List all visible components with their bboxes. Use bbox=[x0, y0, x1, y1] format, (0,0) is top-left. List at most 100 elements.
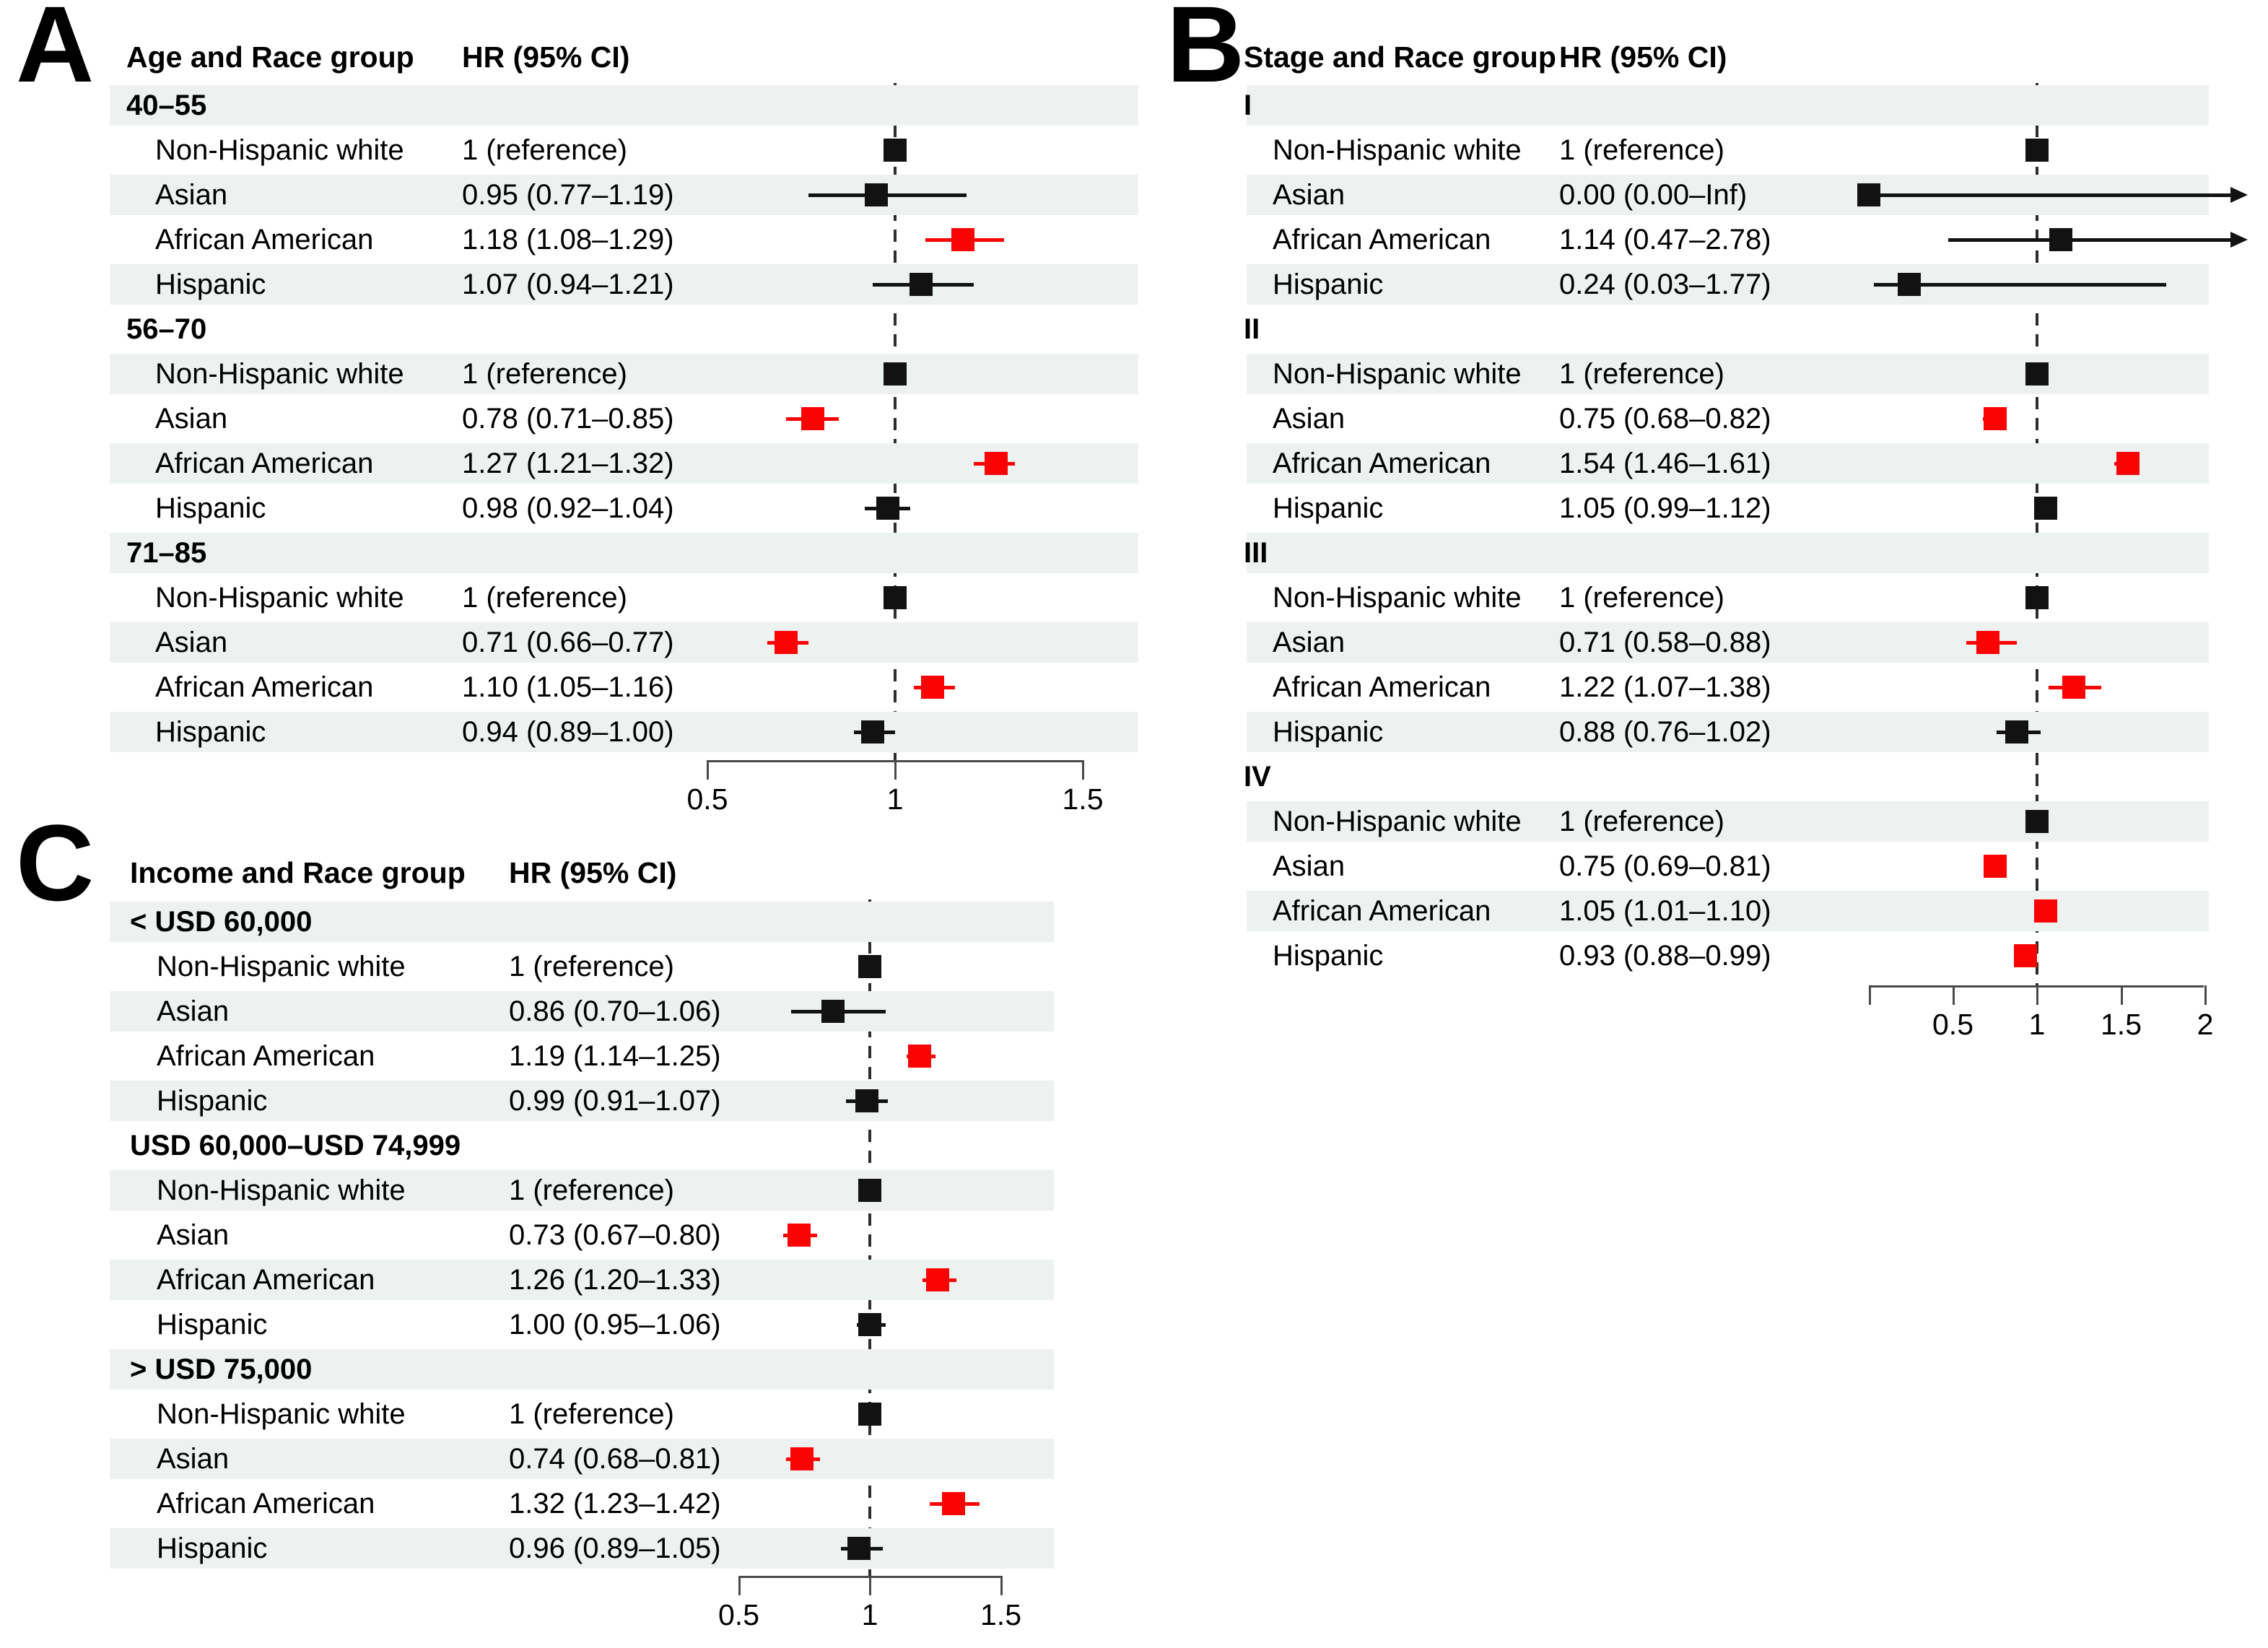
group-column-header-b: Stage and Race group bbox=[1244, 40, 1556, 74]
group-label: 71–85 bbox=[126, 537, 207, 569]
row-stripe bbox=[110, 902, 1054, 942]
reference-dashed-line bbox=[894, 83, 897, 760]
hr-column-header-a: HR (95% CI) bbox=[462, 40, 630, 74]
hr-value: 1.00 (0.95–1.06) bbox=[509, 1309, 721, 1340]
race-label: Non-Hispanic white bbox=[1273, 358, 1522, 390]
hr-value: 1 (reference) bbox=[462, 582, 627, 614]
hr-value: 1.07 (0.94–1.21) bbox=[462, 269, 674, 300]
hr-marker bbox=[821, 1000, 845, 1023]
hr-marker bbox=[858, 955, 881, 978]
group-label: IV bbox=[1244, 761, 1271, 793]
x-axis-tick bbox=[2120, 985, 2123, 1005]
hr-value: 1 (reference) bbox=[509, 951, 674, 982]
row-stripe bbox=[110, 354, 1138, 394]
group-label: I bbox=[1244, 90, 1252, 121]
hr-marker bbox=[1897, 273, 1921, 296]
hr-value: 0.99 (0.91–1.07) bbox=[509, 1085, 721, 1117]
hr-value: 1.54 (1.46–1.61) bbox=[1559, 448, 1771, 479]
arrow-right-icon bbox=[2230, 187, 2248, 203]
race-label: Non-Hispanic white bbox=[157, 1174, 406, 1206]
hr-value: 0.75 (0.68–0.82) bbox=[1559, 403, 1771, 435]
row-stripe bbox=[1247, 443, 2209, 484]
race-label: Asian bbox=[1273, 850, 1345, 882]
hr-value: 0.94 (0.89–1.00) bbox=[462, 716, 674, 748]
race-label: Hispanic bbox=[1273, 492, 1384, 524]
x-axis-tick bbox=[2036, 985, 2038, 1005]
hr-marker bbox=[2025, 586, 2049, 609]
x-axis-tick-label: 1 bbox=[861, 1598, 878, 1631]
hr-marker bbox=[858, 1313, 881, 1336]
x-axis-tick-label: 1.5 bbox=[980, 1598, 1021, 1631]
panel-label-c: C bbox=[16, 802, 94, 923]
hr-marker bbox=[2025, 139, 2049, 162]
hr-marker bbox=[876, 497, 899, 520]
race-label: Hispanic bbox=[155, 269, 266, 300]
group-column-header-a: Age and Race group bbox=[126, 40, 414, 74]
hr-value: 1.19 (1.14–1.25) bbox=[509, 1040, 721, 1072]
hr-column-header-c: HR (95% CI) bbox=[509, 856, 677, 889]
x-axis-tick-label: 0.5 bbox=[686, 782, 728, 816]
x-axis-tick-label: 1.5 bbox=[1062, 782, 1104, 816]
hr-value: 0.78 (0.71–0.85) bbox=[462, 403, 674, 435]
hr-value: 1 (reference) bbox=[462, 358, 627, 390]
race-label: African American bbox=[1273, 448, 1491, 479]
race-label: Non-Hispanic white bbox=[1273, 582, 1522, 614]
x-axis-tick bbox=[894, 760, 897, 780]
hr-marker bbox=[907, 1045, 931, 1068]
race-label: Non-Hispanic white bbox=[157, 1398, 406, 1430]
hr-value: 0.71 (0.58–0.88) bbox=[1559, 627, 1771, 658]
row-stripe bbox=[1247, 622, 2209, 663]
hr-value: 0.71 (0.66–0.77) bbox=[462, 627, 674, 658]
race-label: African American bbox=[1273, 671, 1491, 703]
hr-marker bbox=[787, 1224, 811, 1247]
group-label: 40–55 bbox=[126, 90, 207, 121]
x-axis-tick-label: 1.5 bbox=[2101, 1008, 2142, 1041]
x-axis-tick-label: 0.5 bbox=[1932, 1008, 1973, 1041]
hr-value: 1 (reference) bbox=[1559, 582, 1724, 614]
x-axis-tick bbox=[2204, 985, 2207, 1005]
hr-value: 1.05 (1.01–1.10) bbox=[1559, 895, 1771, 927]
hr-marker bbox=[1976, 631, 2000, 654]
hr-marker bbox=[2062, 676, 2086, 699]
x-axis-tick-label: 1 bbox=[886, 782, 904, 816]
hr-value: 1 (reference) bbox=[1559, 134, 1724, 166]
race-label: Non-Hispanic white bbox=[1273, 806, 1522, 837]
row-stripe bbox=[110, 712, 1138, 752]
hr-value: 1 (reference) bbox=[509, 1174, 674, 1206]
hr-value: 0.88 (0.76–1.02) bbox=[1559, 716, 1771, 748]
race-label: Asian bbox=[155, 179, 228, 211]
race-label: African American bbox=[1273, 895, 1491, 927]
race-label: Asian bbox=[157, 1443, 230, 1475]
group-label: < USD 60,000 bbox=[130, 906, 313, 938]
hr-value: 0.24 (0.03–1.77) bbox=[1559, 269, 1771, 300]
hr-marker bbox=[855, 1089, 879, 1112]
hr-value: 1 (reference) bbox=[1559, 806, 1724, 837]
hr-marker bbox=[951, 228, 974, 251]
hr-marker bbox=[884, 586, 907, 609]
x-axis-tick bbox=[869, 1576, 871, 1595]
panel-label-a: A bbox=[16, 0, 94, 105]
race-label: Non-Hispanic white bbox=[1273, 134, 1522, 166]
hr-marker bbox=[884, 139, 907, 162]
x-axis-tick bbox=[1082, 760, 1084, 780]
hr-marker bbox=[2005, 720, 2029, 744]
hr-value: 0.86 (0.70–1.06) bbox=[509, 995, 721, 1027]
hr-marker bbox=[858, 1179, 881, 1202]
x-axis-tick bbox=[1000, 1576, 1003, 1595]
race-label: Asian bbox=[1273, 627, 1345, 658]
race-label: Hispanic bbox=[155, 492, 266, 524]
hr-marker bbox=[2049, 228, 2072, 251]
hr-marker bbox=[801, 407, 824, 430]
x-axis-tick bbox=[707, 760, 709, 780]
hr-column-header-b: HR (95% CI) bbox=[1559, 40, 1727, 74]
race-label: African American bbox=[157, 1264, 375, 1296]
row-stripe bbox=[110, 533, 1138, 573]
race-label: Hispanic bbox=[157, 1309, 268, 1340]
hr-marker bbox=[2033, 899, 2057, 923]
race-label: Hispanic bbox=[1273, 940, 1384, 972]
race-label: Asian bbox=[157, 1219, 230, 1251]
